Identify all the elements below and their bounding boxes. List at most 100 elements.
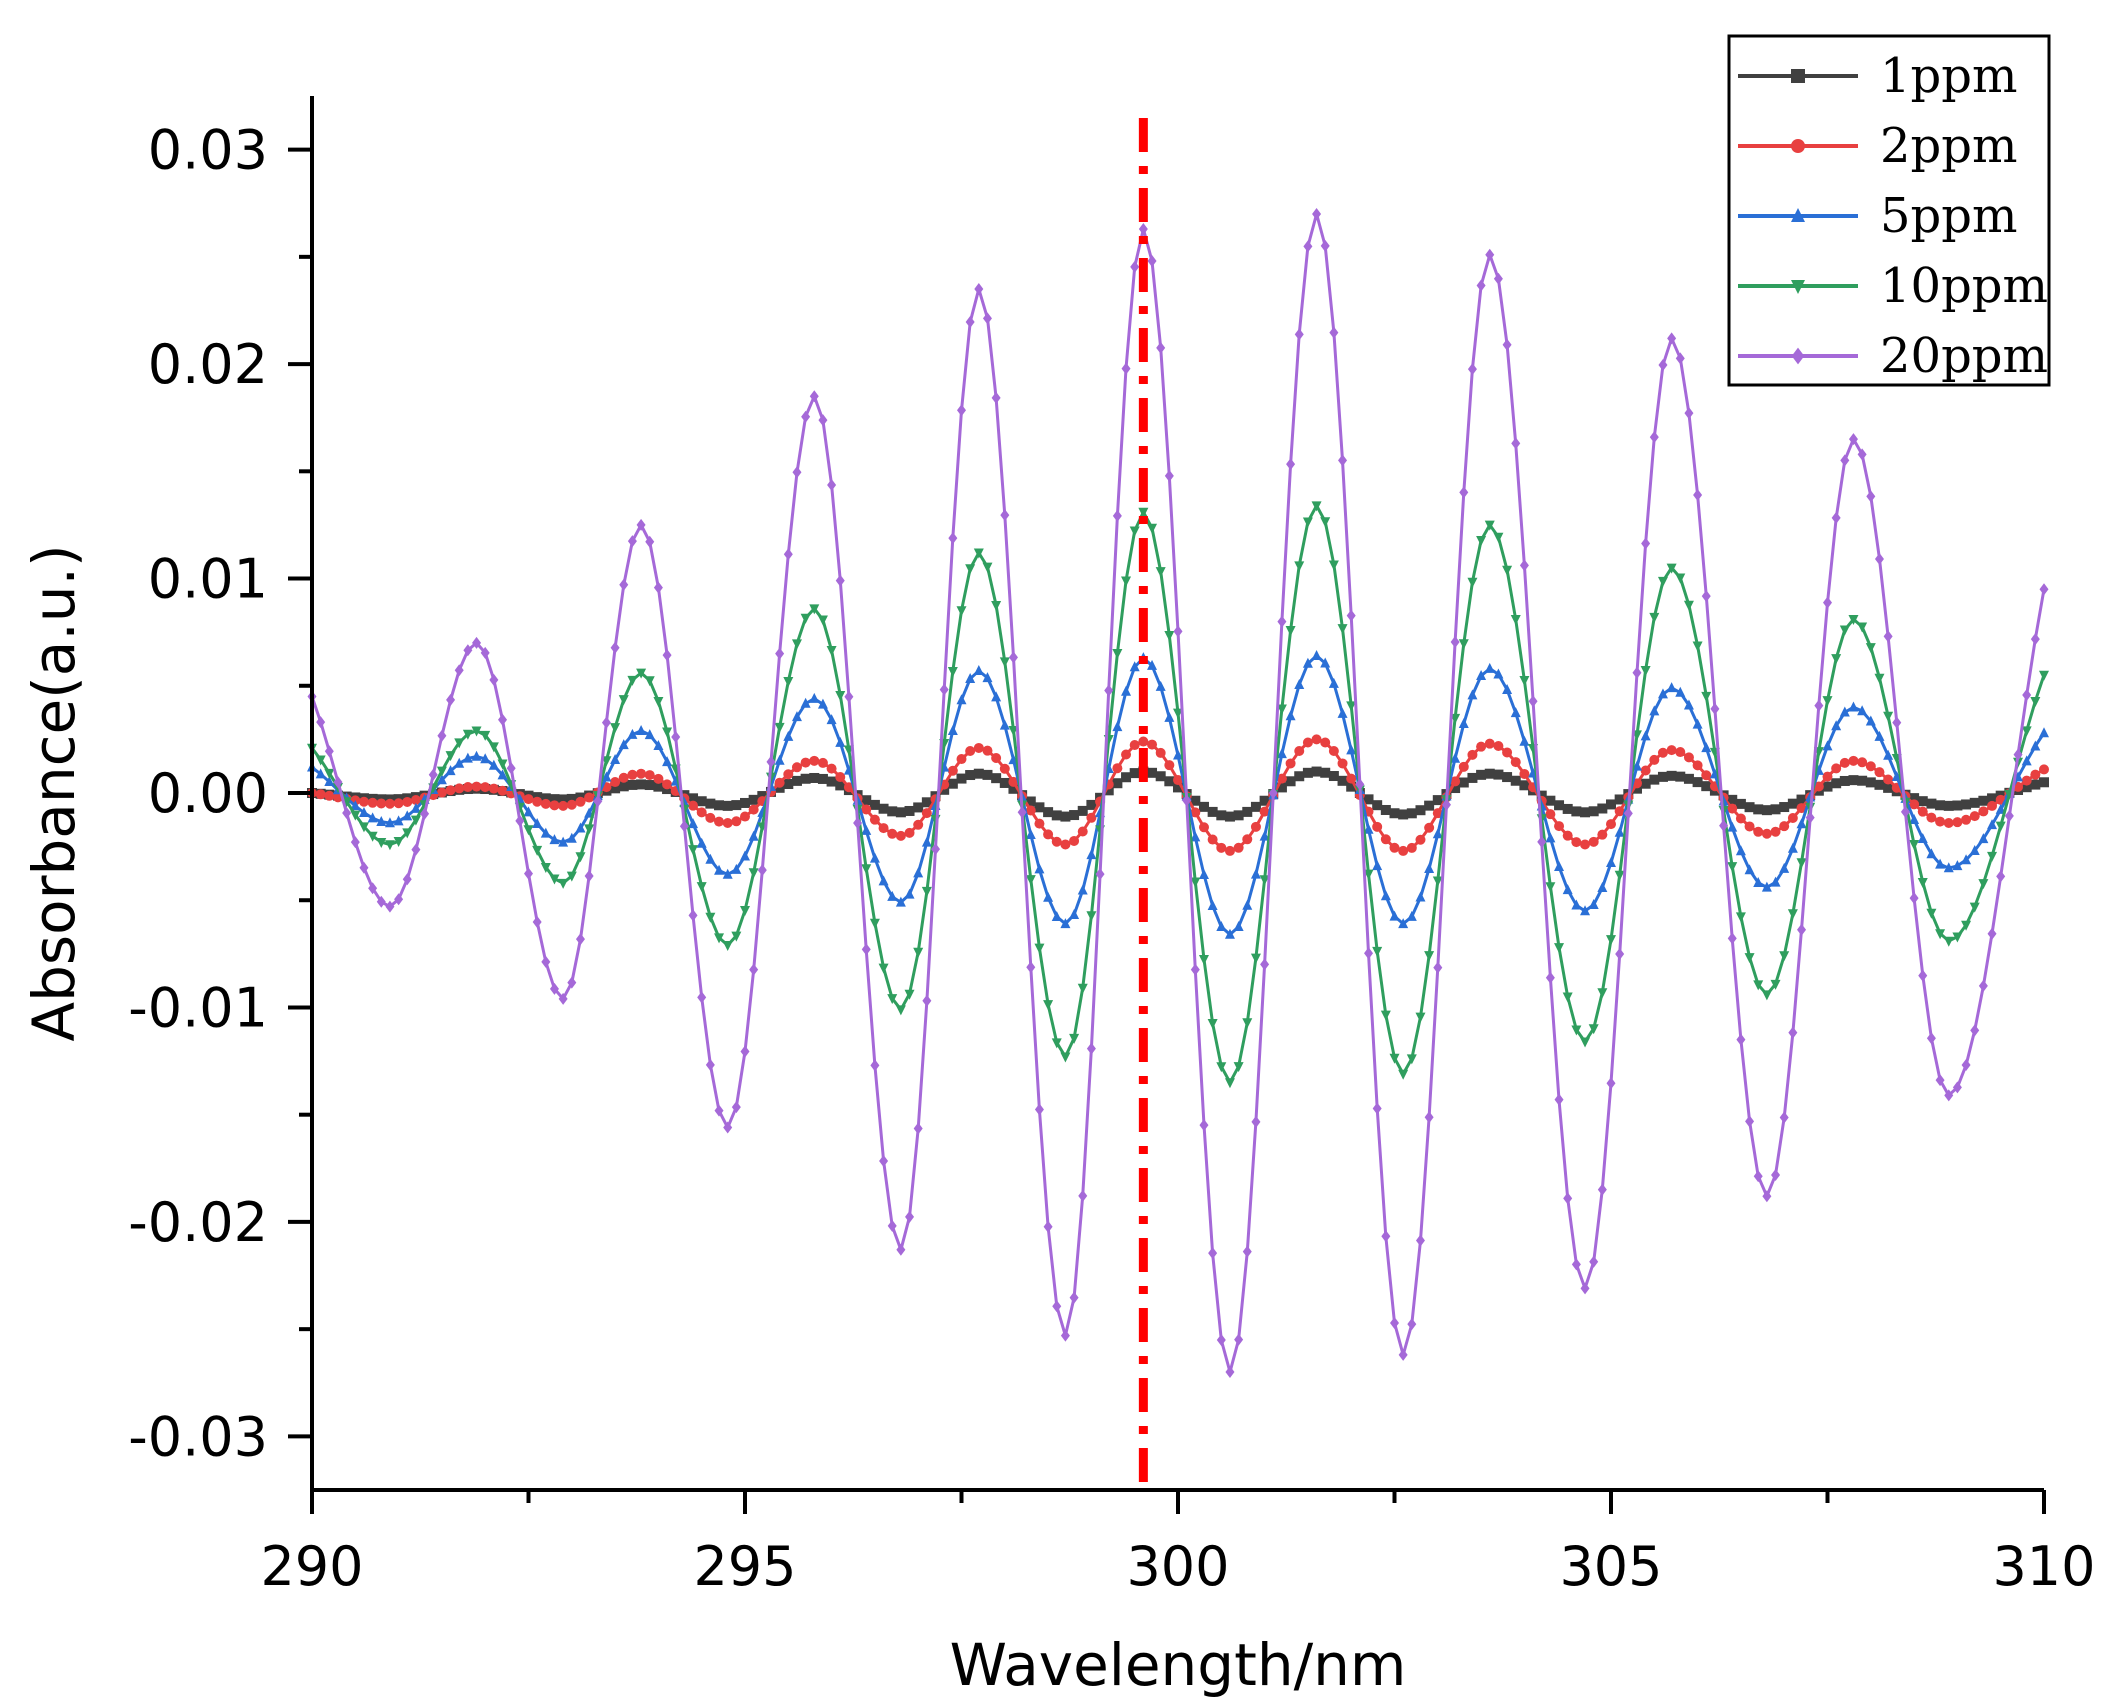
data-point (618, 781, 629, 792)
data-point (1831, 654, 1842, 665)
data-point (1069, 810, 1080, 821)
data-point (1666, 770, 1677, 781)
data-point (1476, 536, 1487, 547)
data-point (1857, 757, 1868, 768)
data-point (965, 745, 976, 756)
data-point (1883, 711, 1894, 722)
y-tick-label: -0.01 (128, 976, 268, 1039)
data-point (1744, 864, 1755, 875)
data-point (1415, 834, 1426, 845)
data-point (1190, 795, 1201, 806)
data-point (1285, 710, 1296, 721)
data-point (931, 843, 941, 856)
data-point (1606, 1077, 1616, 1090)
data-point (783, 677, 794, 688)
data-point (861, 824, 872, 835)
data-point (1571, 1258, 1581, 1271)
data-point (1935, 816, 1946, 827)
data-point (1389, 910, 1400, 921)
data-point (315, 768, 326, 779)
data-point (1260, 958, 1270, 971)
data-point (1129, 526, 1140, 537)
legend: 1ppm 2ppm 5ppm 10ppm 20ppm (1727, 34, 2051, 387)
data-point (921, 836, 932, 847)
data-point (411, 843, 421, 856)
data-point (367, 831, 378, 842)
data-point (1589, 1255, 1599, 1268)
data-point (1510, 757, 1521, 768)
legend-label: 1ppm (1880, 48, 2018, 104)
data-point (1727, 821, 1738, 832)
data-point (636, 668, 647, 679)
data-point (1926, 812, 1937, 823)
data-point (956, 773, 967, 784)
data-point (1675, 352, 1685, 365)
data-point (1121, 749, 1132, 760)
data-point (462, 782, 473, 793)
data-point (454, 783, 465, 794)
data-point (1112, 763, 1123, 774)
data-point (644, 780, 655, 791)
data-point (454, 738, 465, 749)
data-point (1164, 631, 1175, 642)
data-point (575, 796, 586, 807)
data-point (705, 798, 716, 809)
data-point (731, 931, 742, 942)
data-point (1684, 407, 1694, 420)
data-point (783, 779, 794, 790)
data-point (1813, 781, 1824, 792)
data-point (1025, 805, 1036, 816)
y-tick-label: 0.02 (148, 333, 268, 396)
data-point (982, 769, 993, 780)
data-point (835, 772, 846, 783)
data-point (722, 818, 733, 829)
data-point (1649, 612, 1660, 623)
data-point (1657, 688, 1668, 699)
data-point (1770, 804, 1781, 815)
data-point (740, 906, 750, 917)
data-point (1796, 858, 1807, 869)
data-point (982, 562, 993, 573)
data-point (1233, 842, 1244, 853)
data-point (1597, 882, 1608, 893)
data-point (1857, 705, 1868, 716)
data-point (601, 716, 611, 729)
data-point (333, 776, 343, 789)
data-point (350, 810, 361, 821)
data-point (774, 722, 785, 733)
data-point (869, 814, 880, 825)
data-point (480, 782, 491, 793)
data-point (1683, 699, 1694, 710)
data-point (1554, 821, 1565, 832)
data-point (1129, 740, 1140, 751)
data-point (324, 790, 335, 801)
data-point (1415, 1234, 1425, 1247)
data-point (1043, 829, 1054, 840)
data-point (402, 810, 413, 821)
data-point (1294, 745, 1305, 756)
data-point (1865, 777, 1876, 788)
data-point (957, 404, 966, 417)
data-point (1224, 928, 1235, 939)
data-point (1424, 822, 1435, 833)
data-point (722, 800, 733, 811)
data-point (358, 806, 369, 817)
data-point (1025, 828, 1036, 839)
data-point (1155, 747, 1166, 758)
data-point (1173, 749, 1183, 760)
data-point (1961, 814, 1972, 825)
data-point (384, 840, 395, 851)
data-point (1458, 761, 1469, 772)
data-point (636, 768, 647, 779)
data-point (1025, 796, 1036, 807)
data-point (1077, 826, 1088, 837)
y-tick-label: 0.03 (148, 119, 268, 182)
data-point (740, 797, 750, 808)
data-point (887, 828, 898, 839)
data-point (1761, 881, 1772, 892)
data-point (1692, 760, 1703, 771)
data-point (731, 816, 742, 827)
data-point (480, 753, 491, 764)
data-point (1328, 771, 1339, 782)
data-point (653, 581, 663, 594)
